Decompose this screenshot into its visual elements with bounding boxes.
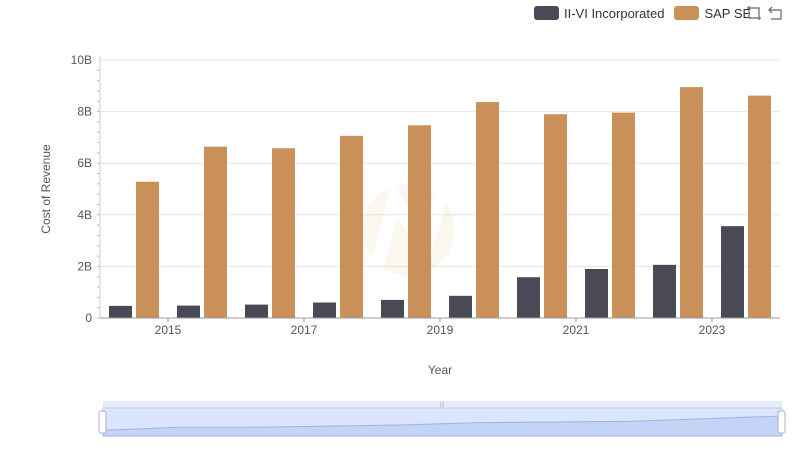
toolbox [746, 5, 790, 21]
x-tick-label: 2015 [155, 323, 182, 337]
legend-label-ii-vi: II-VI Incorporated [564, 5, 665, 21]
bar-ii-vi-incorporated-2018[interactable] [381, 299, 404, 318]
x-axis-title: Year [428, 363, 452, 377]
data-zoom-top-bar[interactable] [103, 401, 782, 408]
bars [109, 87, 771, 319]
zoom-icon[interactable] [746, 5, 762, 21]
y-tick-label: 4B [77, 208, 92, 222]
y-tick-label: 8B [77, 105, 92, 119]
bar-sap-se-2016[interactable] [272, 148, 295, 318]
axes: 0 2B 4B 6B 8B 10B 2015 2017 2019 2021 2023 [71, 53, 780, 337]
data-zoom-left-handle[interactable] [98, 410, 107, 434]
x-tick-label: 2017 [291, 323, 318, 337]
restore-icon[interactable] [768, 5, 784, 21]
x-tick-label: 2023 [699, 323, 726, 337]
bar-sap-se-2023[interactable] [748, 95, 771, 318]
bar-ii-vi-incorporated-2020[interactable] [517, 277, 540, 318]
y-tick-label: 0 [85, 311, 92, 325]
bar-ii-vi-incorporated-2015[interactable] [177, 305, 200, 318]
bar-sap-se-2015[interactable] [204, 146, 227, 318]
legend-item-sap[interactable]: SAP SE [674, 6, 751, 21]
x-tick-label: 2021 [563, 323, 590, 337]
bar-sap-se-2019[interactable] [476, 102, 499, 318]
bar-sap-se-2022[interactable] [680, 87, 703, 318]
y-tick-label: 6B [77, 156, 92, 170]
y-tick-label: 10B [71, 53, 92, 67]
data-zoom-grip-icon[interactable]: ||| [440, 402, 445, 408]
bar-ii-vi-incorporated-2021[interactable] [585, 268, 608, 318]
bar-ii-vi-incorporated-2023[interactable] [721, 226, 744, 318]
x-tick-label: 2019 [427, 323, 454, 337]
bar-ii-vi-incorporated-2017[interactable] [313, 302, 336, 318]
bar-sap-se-2020[interactable] [544, 114, 567, 319]
bar-sap-se-2018[interactable] [408, 125, 431, 318]
data-zoom-right-handle[interactable] [777, 410, 786, 434]
legend-swatch-ii-vi [534, 6, 559, 20]
legend-swatch-sap [674, 6, 700, 20]
bar-ii-vi-incorporated-2016[interactable] [245, 304, 268, 318]
bar-ii-vi-incorporated-2022[interactable] [653, 264, 676, 318]
legend-label-sap: SAP SE [704, 5, 752, 21]
data-zoom-slider[interactable]: ||| [98, 401, 786, 437]
bar-ii-vi-incorporated-2014[interactable] [109, 305, 132, 318]
legend-item-ii-vi[interactable]: II-VI Incorporated [534, 6, 664, 21]
bar-sap-se-2014[interactable] [136, 181, 159, 318]
legend: II-VI Incorporated SAP SE [534, 4, 761, 22]
bar-ii-vi-incorporated-2019[interactable] [449, 295, 472, 318]
bar-sap-se-2021[interactable] [612, 112, 635, 319]
bar-sap-se-2017[interactable] [340, 135, 363, 318]
y-axis-title: Cost of Revenue [39, 144, 53, 234]
y-tick-label: 2B [77, 259, 92, 273]
